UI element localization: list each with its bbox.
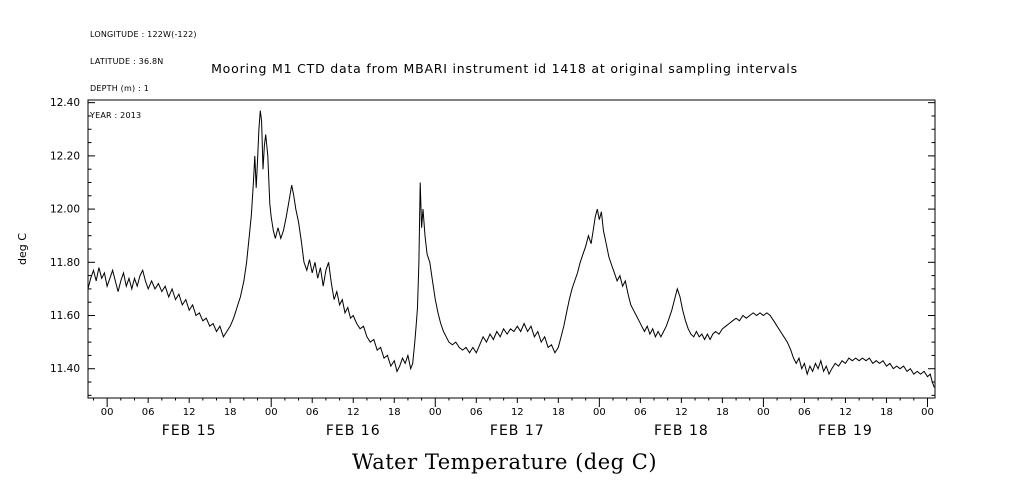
svg-text:18: 18 [716,407,729,418]
svg-text:deg C: deg C [16,233,29,265]
svg-text:06: 06 [634,407,647,418]
svg-text:FEB 16: FEB 16 [326,423,381,439]
x-axis-caption: Water Temperature (deg C) [351,450,658,474]
svg-text:00: 00 [265,407,278,418]
svg-text:00: 00 [593,407,606,418]
svg-text:00: 00 [921,407,934,418]
svg-text:FEB 17: FEB 17 [490,423,545,439]
svg-text:FEB 19: FEB 19 [818,423,873,439]
svg-text:11.80: 11.80 [50,257,80,269]
svg-text:12: 12 [675,407,688,418]
temperature-line-chart: 11.40 11.60 11.80 12.00 12.20 12.40 00 06 12 18 00… [16,97,936,439]
svg-text:18: 18 [880,407,893,418]
meta-latitude: LATITUDE : 36.8N [90,57,164,66]
svg-text:12: 12 [839,407,852,418]
svg-text:06: 06 [142,407,155,418]
svg-text:12.20: 12.20 [50,150,80,162]
svg-text:12.40: 12.40 [50,97,80,109]
svg-text:18: 18 [552,407,565,418]
svg-text:18: 18 [388,407,401,418]
svg-text:06: 06 [306,407,319,418]
meta-year: YEAR : 2013 [90,111,142,120]
svg-text:06: 06 [798,407,811,418]
svg-text:00: 00 [101,407,114,418]
svg-text:FEB 15: FEB 15 [162,423,217,439]
metadata-block: LONGITUDE : 122W(-122) LATITUDE : 36.8N … [90,12,197,138]
svg-text:12: 12 [183,407,196,418]
svg-text:00: 00 [757,407,770,418]
svg-text:11.60: 11.60 [50,310,80,322]
meta-longitude: LONGITUDE : 122W(-122) [90,30,197,39]
svg-text:12.00: 12.00 [50,204,80,216]
svg-text:12: 12 [347,407,360,418]
svg-text:11.40: 11.40 [50,363,80,375]
svg-text:FEB 18: FEB 18 [654,423,709,439]
svg-text:12: 12 [511,407,524,418]
chart-title: Mooring M1 CTD data from MBARI instrumen… [211,61,798,76]
svg-text:00: 00 [429,407,442,418]
svg-text:06: 06 [470,407,483,418]
svg-text:18: 18 [224,407,237,418]
meta-depth: DEPTH (m) : 1 [90,84,149,93]
